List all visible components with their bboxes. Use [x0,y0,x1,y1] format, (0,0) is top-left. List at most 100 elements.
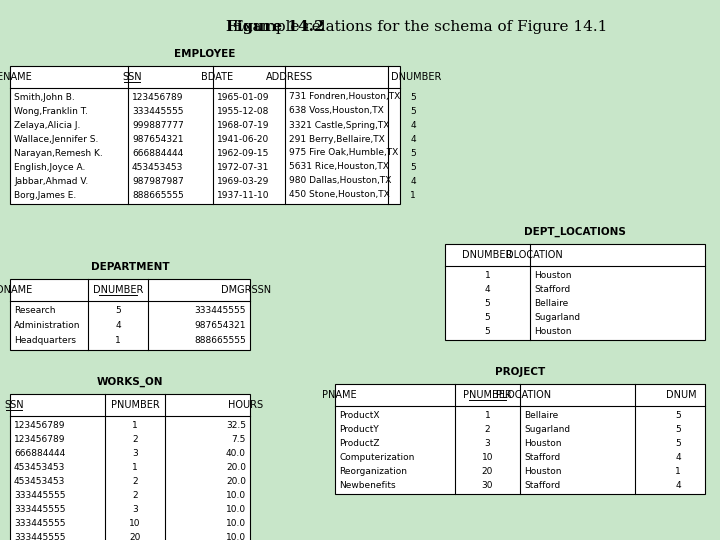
Text: 4: 4 [410,177,416,186]
Text: 10.0: 10.0 [226,490,246,500]
Text: 1965-01-09: 1965-01-09 [217,92,269,102]
Text: Narayan,Remesh K.: Narayan,Remesh K. [14,148,103,158]
Text: ADDRESS: ADDRESS [266,72,312,82]
Text: ProductX: ProductX [339,410,379,420]
Text: 10.0: 10.0 [226,504,246,514]
Text: Figure 14.2: Figure 14.2 [226,20,324,34]
Text: 1962-09-15: 1962-09-15 [217,148,269,158]
Text: Newbenefits: Newbenefits [339,481,395,489]
Text: 888665555: 888665555 [132,191,184,199]
Text: 20.0: 20.0 [226,476,246,485]
Text: 1941-06-20: 1941-06-20 [217,134,269,144]
Text: WORKS_ON: WORKS_ON [96,377,163,387]
Text: Example relations for the schema of Figure 14.1: Example relations for the schema of Figu… [222,20,607,34]
Text: 666884444: 666884444 [132,148,184,158]
Text: 980 Dallas,Houston,TX: 980 Dallas,Houston,TX [289,177,392,186]
Text: 2: 2 [132,435,138,443]
Text: Administration: Administration [14,321,81,330]
Text: BDATE: BDATE [201,72,233,82]
Text: Smith,John B.: Smith,John B. [14,92,75,102]
Text: 2: 2 [132,476,138,485]
Text: Houston: Houston [524,438,562,448]
Text: 4: 4 [115,321,121,330]
Text: 5: 5 [485,313,490,321]
Text: 10.0: 10.0 [226,518,246,528]
Text: Stafford: Stafford [534,285,570,294]
Text: 32.5: 32.5 [226,421,246,429]
Text: Stafford: Stafford [524,481,560,489]
Text: DEPARTMENT: DEPARTMENT [91,262,169,272]
Text: 5: 5 [410,92,416,102]
Text: 20.0: 20.0 [226,462,246,471]
Text: PNUMBER: PNUMBER [463,390,512,400]
Text: EMPLOYEE: EMPLOYEE [174,49,235,59]
Text: 30: 30 [482,481,493,489]
Bar [10,394,250,540]
Text: 731 Fondren,Houston,TX: 731 Fondren,Houston,TX [289,92,400,102]
Bar [445,244,705,340]
Text: 1: 1 [132,421,138,429]
Text: Houston: Houston [524,467,562,476]
Text: 40.0: 40.0 [226,449,246,457]
Text: 5: 5 [675,438,681,448]
Text: Zelaya,Alicia J.: Zelaya,Alicia J. [14,120,81,130]
Text: DMGRSSN: DMGRSSN [221,285,271,295]
Text: 2: 2 [132,490,138,500]
Text: 1: 1 [410,191,416,199]
Text: 5: 5 [485,299,490,307]
Text: 5631 Rice,Houston,TX: 5631 Rice,Houston,TX [289,163,389,172]
Text: 987987987: 987987987 [132,177,184,186]
Text: Research: Research [14,306,55,315]
Text: Houston: Houston [534,271,572,280]
Text: 4: 4 [485,285,490,294]
Text: 666884444: 666884444 [14,449,66,457]
Text: 333445555: 333445555 [14,532,66,540]
Text: 888665555: 888665555 [194,336,246,345]
Text: 4: 4 [410,120,416,130]
Text: 20: 20 [482,467,493,476]
Text: 975 Fire Oak,Humble,TX: 975 Fire Oak,Humble,TX [289,148,398,158]
Text: Stafford: Stafford [524,453,560,462]
Text: 333445555: 333445555 [14,504,66,514]
Text: 1972-07-31: 1972-07-31 [217,163,269,172]
Text: Jabbar,Ahmad V.: Jabbar,Ahmad V. [14,177,89,186]
Text: Wong,Franklin T.: Wong,Franklin T. [14,106,88,116]
Text: 987654321: 987654321 [132,134,184,144]
Text: ENAME: ENAME [0,72,32,82]
Text: 3321 Castle,Spring,TX: 3321 Castle,Spring,TX [289,120,390,130]
Text: 4: 4 [675,481,681,489]
Text: SSN: SSN [4,400,24,410]
Text: 3: 3 [132,504,138,514]
Text: 5: 5 [675,410,681,420]
Text: English,Joyce A.: English,Joyce A. [14,163,86,172]
Text: PNUMBER: PNUMBER [111,400,159,410]
Text: 1937-11-10: 1937-11-10 [217,191,269,199]
Text: ProductY: ProductY [339,424,379,434]
Text: 333445555: 333445555 [14,490,66,500]
Text: DNUMBER: DNUMBER [93,285,143,295]
Text: DLOCATION: DLOCATION [505,250,562,260]
Text: Sugarland: Sugarland [534,313,580,321]
Text: Sugarland: Sugarland [524,424,570,434]
Text: 4: 4 [675,453,681,462]
Text: Wallace,Jennifer S.: Wallace,Jennifer S. [14,134,99,144]
Text: 123456789: 123456789 [132,92,184,102]
Text: DNUMBER: DNUMBER [462,250,513,260]
Text: Headquarters: Headquarters [14,336,76,345]
Text: 1955-12-08: 1955-12-08 [217,106,269,116]
Text: 291 Berry,Bellaire,TX: 291 Berry,Bellaire,TX [289,134,384,144]
Text: 453453453: 453453453 [132,163,184,172]
Text: 123456789: 123456789 [14,421,66,429]
Text: 123456789: 123456789 [14,435,66,443]
Text: 5: 5 [410,148,416,158]
Text: 5: 5 [410,106,416,116]
Text: PROJECT: PROJECT [495,367,545,377]
Text: 10: 10 [482,453,493,462]
Text: ProductZ: ProductZ [339,438,379,448]
Text: 5: 5 [115,306,121,315]
Text: 1: 1 [485,410,490,420]
Text: 333445555: 333445555 [14,518,66,528]
Text: 638 Voss,Houston,TX: 638 Voss,Houston,TX [289,106,384,116]
Text: 4: 4 [410,134,416,144]
Text: 10: 10 [130,518,140,528]
